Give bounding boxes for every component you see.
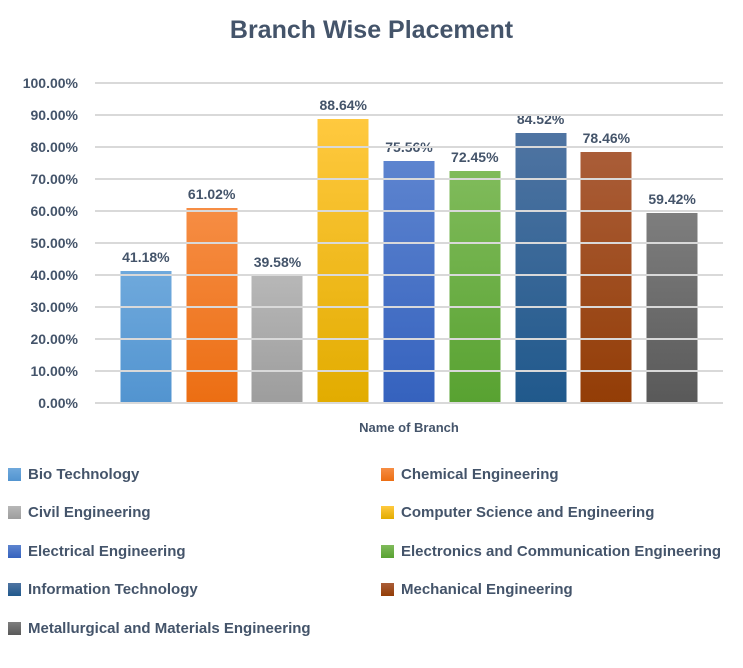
x-axis-title: Name of Branch bbox=[359, 420, 459, 435]
legend: Bio Technology Chemical Engineering Civil … bbox=[8, 455, 735, 648]
plot-area: 41.18% 61.02% 39.58% 88.64% 75.56% 72.45% 84.5… bbox=[95, 82, 723, 404]
y-axis-tick-label: 90.00% bbox=[30, 107, 78, 123]
legend-item: Metallurgical and Materials Engineering bbox=[8, 620, 381, 637]
bar-value-label: 88.64% bbox=[319, 97, 367, 114]
bar-slot: 72.45% bbox=[442, 83, 508, 403]
legend-label: Metallurgical and Materials Engineering bbox=[28, 619, 311, 637]
legend-item: Electrical Engineering bbox=[8, 543, 381, 560]
bar-value-label: 39.58% bbox=[253, 254, 302, 271]
legend-color-swatch bbox=[381, 506, 394, 520]
gridline bbox=[95, 306, 723, 308]
y-axis-tick-label: 60.00% bbox=[30, 203, 78, 219]
legend-label: Information Technology bbox=[28, 581, 198, 599]
legend-label: Mechanical Engineering bbox=[401, 581, 573, 599]
gridlines bbox=[95, 82, 723, 404]
bar-slot: 75.56% bbox=[376, 83, 442, 403]
legend-color-swatch bbox=[8, 467, 21, 481]
legend-label: Civil Engineering bbox=[28, 504, 151, 522]
legend-color-swatch bbox=[8, 506, 21, 520]
gridline bbox=[95, 370, 723, 372]
chart-title: Branch Wise Placement bbox=[229, 16, 514, 44]
bar bbox=[580, 151, 632, 403]
legend-color-swatch bbox=[8, 544, 21, 558]
legend-label: Bio Technology bbox=[28, 465, 140, 483]
legend-color-swatch bbox=[8, 583, 21, 597]
y-axis-tick-label: 10.00% bbox=[30, 363, 78, 379]
bar-value-label: 41.18% bbox=[122, 249, 170, 266]
y-axis: 100.00% 90.00% 80.00% 70.00% 60.00% 50.00% 40.… bbox=[0, 75, 78, 411]
bar-slot: 41.18% bbox=[113, 83, 179, 403]
legend-item: Bio Technology bbox=[8, 466, 381, 483]
legend-label: Electrical Engineering bbox=[28, 542, 186, 560]
bar-value-label: 84.52% bbox=[516, 110, 565, 127]
y-axis-tick-label: 70.00% bbox=[30, 171, 78, 187]
gridline bbox=[95, 402, 723, 404]
gridline bbox=[95, 274, 723, 276]
bar-slot: 84.52% bbox=[508, 83, 574, 403]
gridline bbox=[95, 114, 723, 116]
legend-item: Mechanical Engineering bbox=[381, 581, 735, 598]
gridline bbox=[95, 210, 723, 212]
gridline bbox=[95, 338, 723, 340]
legend-color-swatch bbox=[8, 621, 21, 635]
bar-slot: 78.46% bbox=[573, 83, 639, 403]
bar-value-label: 72.45% bbox=[451, 149, 499, 166]
gridline bbox=[95, 82, 723, 84]
y-axis-tick-label: 50.00% bbox=[30, 235, 78, 251]
legend-item: Computer Science and Engineering bbox=[381, 504, 735, 521]
y-axis-tick-label: 30.00% bbox=[30, 299, 78, 315]
bar bbox=[515, 132, 567, 403]
legend-color-swatch bbox=[381, 583, 394, 597]
gridline bbox=[95, 178, 723, 180]
legend-label: Computer Science and Engineering bbox=[401, 504, 655, 522]
legend-label: Chemical Engineering bbox=[401, 465, 559, 483]
legend-color-swatch bbox=[381, 544, 394, 558]
bar bbox=[383, 161, 435, 403]
bar-value-label: 59.42% bbox=[648, 190, 696, 207]
y-axis-tick-label: 80.00% bbox=[30, 139, 78, 155]
bar bbox=[120, 271, 172, 403]
legend-item: Information Technology bbox=[8, 581, 381, 598]
y-axis-tick-label: 40.00% bbox=[30, 267, 78, 283]
bar-value-label: 61.02% bbox=[187, 185, 236, 202]
legend-item: Electronics and Communication Engineerin… bbox=[381, 543, 735, 560]
legend-item: Civil Engineering bbox=[8, 504, 381, 521]
gridline bbox=[95, 146, 723, 148]
legend-label: Electronics and Communication Engineerin… bbox=[401, 542, 722, 560]
y-axis-tick-label: 100.00% bbox=[22, 75, 78, 91]
bar bbox=[449, 171, 501, 403]
gridline bbox=[95, 242, 723, 244]
bar-slot: 88.64% bbox=[310, 83, 376, 403]
y-axis-tick-label: 0.00% bbox=[38, 395, 78, 411]
y-axis-tick-label: 20.00% bbox=[30, 331, 78, 347]
bar bbox=[317, 119, 369, 403]
legend-item: Chemical Engineering bbox=[381, 466, 735, 483]
bar-value-label: 78.46% bbox=[582, 129, 631, 146]
legend-color-swatch bbox=[381, 467, 394, 481]
